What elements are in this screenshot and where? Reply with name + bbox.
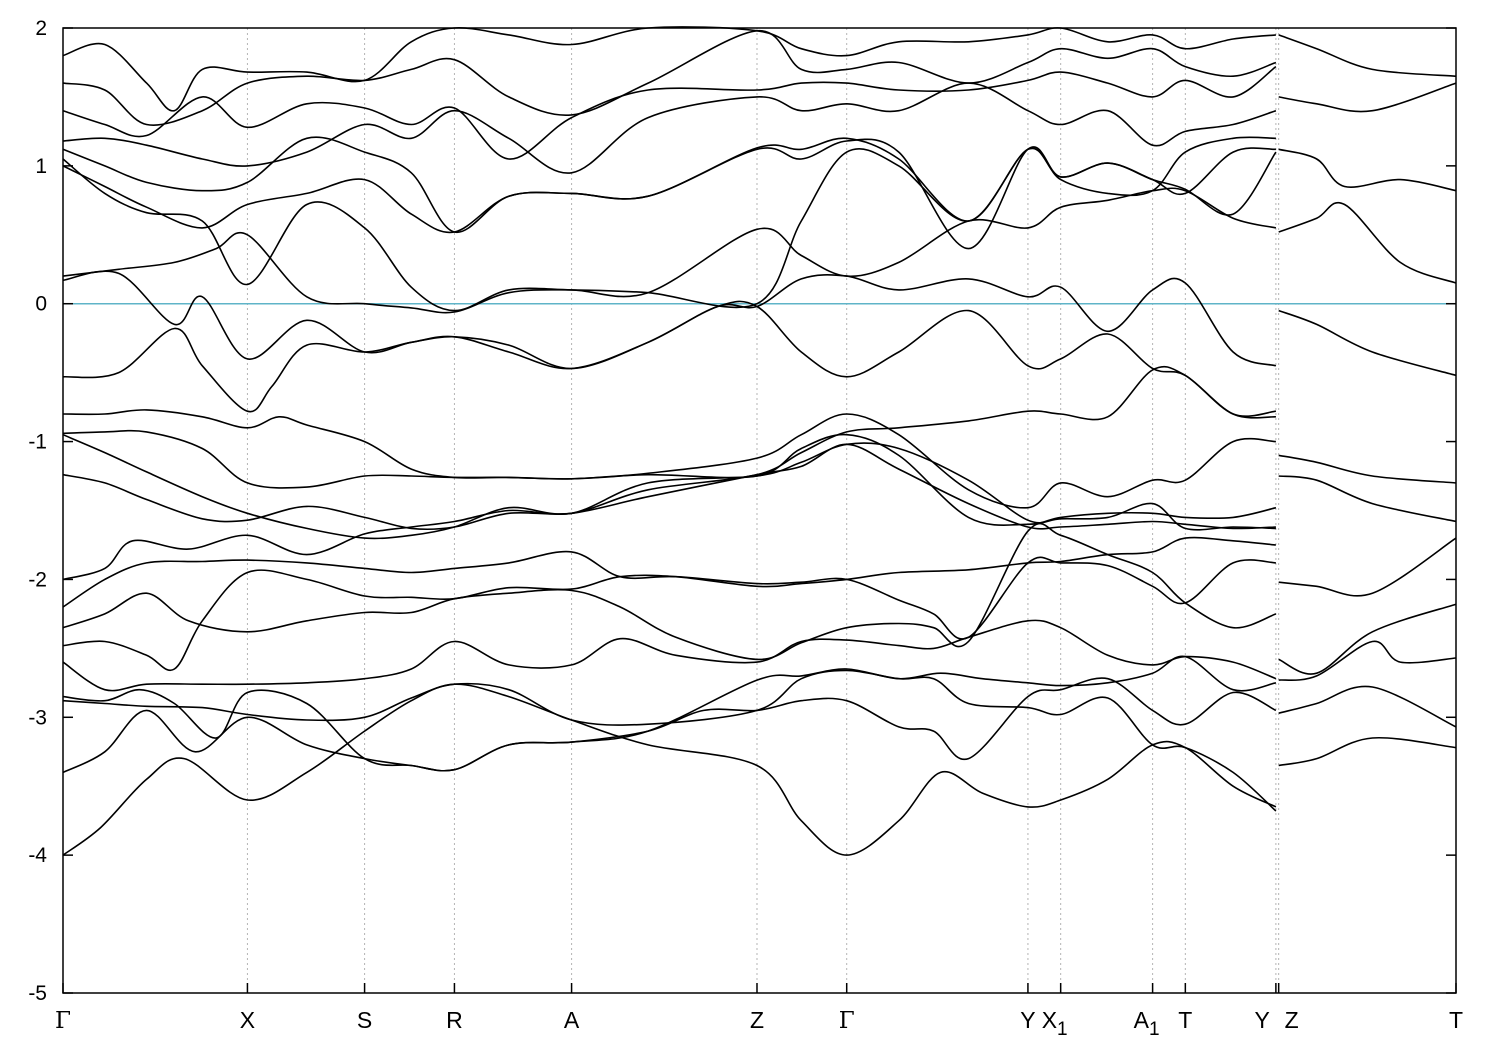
band-line: [62, 683, 1277, 856]
x-tick-label: T: [1449, 1007, 1463, 1033]
x-tick-label: Γ: [55, 1008, 71, 1034]
band-line: [62, 550, 1276, 640]
y-tick-label: -2: [28, 568, 47, 591]
y-tick-label: 2: [35, 17, 47, 40]
k-point-label: Z: [1285, 1007, 1299, 1033]
k-point-label: A: [564, 1007, 580, 1033]
k-point-label: X: [1042, 1007, 1057, 1033]
band-line: [62, 365, 1277, 581]
band-line: [1278, 537, 1457, 597]
band-line: [62, 187, 1277, 314]
band-line: [62, 619, 1277, 692]
band-line: [62, 413, 1276, 509]
band-line: [1278, 454, 1457, 484]
x-tick-label: Y: [1255, 1007, 1270, 1033]
k-point-subscript: 1: [1057, 1019, 1068, 1040]
k-point-label: X: [240, 1007, 255, 1033]
k-point-label: Y: [1020, 1007, 1035, 1033]
k-point-label: Z: [750, 1007, 764, 1033]
band-line: [62, 677, 1277, 774]
y-tick-label: 0: [35, 293, 47, 316]
y-tick-label: 1: [35, 155, 47, 178]
x-tick-label: Z: [750, 1007, 764, 1033]
band-line: [62, 82, 1277, 174]
band-line: [62, 536, 1276, 672]
y-tick-label: -5: [28, 982, 47, 1005]
y-tick-label: -4: [28, 844, 47, 867]
band-line: [1278, 640, 1457, 681]
band-line: [1278, 603, 1457, 675]
band-line: [1278, 34, 1457, 77]
k-point-label: Y: [1255, 1007, 1270, 1033]
band-line: [1278, 148, 1457, 192]
band-line: [62, 669, 1277, 812]
band-line: [62, 65, 1277, 160]
band-line: [62, 29, 1277, 126]
k-point-subscript: 1: [1149, 1019, 1160, 1040]
band-line: [62, 136, 1276, 233]
band-line: [1278, 82, 1457, 113]
band-line: [1278, 309, 1457, 377]
y-axis-ticks: 2 1 0 -1 -2 -3 -4 -5: [28, 17, 1456, 1005]
k-point-label: Γ: [839, 1008, 855, 1034]
band-line: [62, 443, 1276, 531]
band-line: [1278, 685, 1457, 728]
x-tick-label: R: [446, 1007, 463, 1033]
band-line: [1278, 201, 1457, 284]
x-tick-label: S: [357, 1007, 372, 1033]
x-tick-label: A1: [1134, 1007, 1160, 1040]
band-line: [1278, 475, 1457, 523]
x-tick-label: Γ: [839, 1008, 855, 1034]
k-point-label: T: [1449, 1007, 1463, 1033]
k-point-label: Γ: [55, 1008, 71, 1034]
k-point-label: R: [446, 1007, 463, 1033]
band-line: [62, 522, 1277, 661]
x-tick-label: Y: [1020, 1007, 1035, 1033]
band-line: [62, 409, 1277, 526]
band-line: [62, 433, 1276, 540]
x-tick-label: X: [240, 1007, 255, 1033]
band-lines: [62, 26, 1457, 856]
y-tick-label: -1: [28, 431, 47, 454]
plot-frame: [62, 27, 1457, 994]
band-line: [62, 655, 1277, 772]
x-tick-label: Z: [1285, 1007, 1299, 1033]
x-tick-label: A: [564, 1007, 580, 1033]
x-tick-label: X1: [1042, 1007, 1068, 1040]
k-point-label: T: [1178, 1007, 1192, 1033]
band-line: [1278, 736, 1457, 767]
k-point-label: A: [1134, 1007, 1150, 1033]
x-axis-ticks: Γ X S R A Z Γ Y X1 A1 T Y Z T: [55, 983, 1463, 1040]
x-tick-label: T: [1178, 1007, 1192, 1033]
y-tick-label: -3: [28, 706, 47, 729]
k-point-label: S: [357, 1007, 372, 1033]
band-line: [62, 270, 1277, 370]
